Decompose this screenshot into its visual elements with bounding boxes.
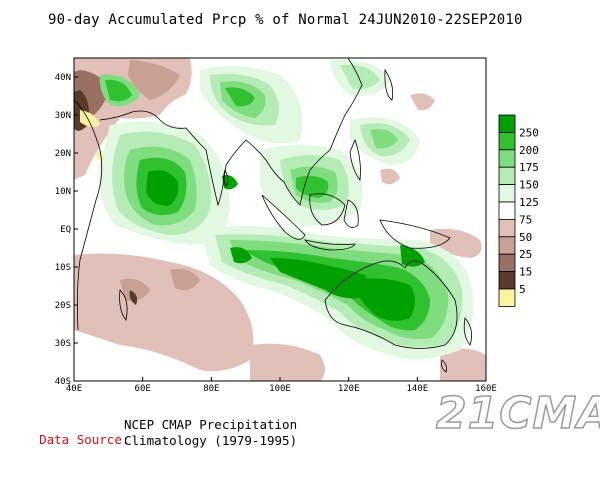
lat-tick-label: 40N [55, 73, 71, 83]
lon-tick-label: 100E [269, 384, 291, 394]
legend-swatch [498, 218, 516, 238]
legend-label: 25 [519, 248, 532, 261]
legend-swatch [498, 201, 516, 220]
color-legend: 250 200 175 150 125 75 50 25 15 5 [498, 114, 539, 307]
legend-label: 75 [519, 213, 532, 226]
map-title: 90-day Accumulated Prcp % of Normal 24JU… [48, 12, 523, 28]
source-line-1: NCEP CMAP Precipitation [124, 417, 298, 432]
lon-axis: 40E 60E 80E 100E 120E 140E 160E [66, 377, 497, 394]
legend-swatch [498, 236, 516, 255]
legend-swatch [498, 271, 516, 290]
watermark-logo: 21CMA [435, 387, 600, 440]
data-source: Data Source: NCEP CMAP Precipitation Cli… [24, 417, 297, 477]
legend-swatch [498, 166, 516, 185]
legend-swatch [498, 149, 516, 168]
legend-label: 125 [519, 196, 539, 209]
legend-swatch [498, 253, 516, 272]
lat-tick-label: 10S [55, 263, 71, 273]
lat-axis: 40N 30N 20N 10N EQ 10S 20S 30S 40S [55, 73, 78, 387]
legend-label: 5 [519, 283, 526, 296]
precip-field [74, 58, 486, 381]
lon-tick-label: 120E [338, 384, 360, 394]
legend-label: 250 [519, 126, 539, 139]
legend-swatch [498, 131, 516, 151]
legend-label: 200 [519, 144, 539, 157]
legend-swatch [498, 288, 516, 307]
lat-tick-label: 20N [55, 149, 71, 159]
lat-tick-label: EQ [60, 225, 71, 235]
lon-tick-label: 160E [475, 384, 497, 394]
legend-label: 150 [519, 179, 539, 192]
legend-swatch [498, 184, 516, 203]
legend-label: 15 [519, 266, 532, 279]
lon-tick-label: 140E [406, 384, 428, 394]
lon-tick-label: 80E [203, 384, 219, 394]
source-line-2: Climatology (1979-1995) [124, 433, 298, 448]
lon-tick-label: 40E [66, 384, 82, 394]
lat-tick-label: 30S [55, 339, 71, 349]
lat-tick-label: 10N [55, 187, 71, 197]
legend-label: 175 [519, 161, 539, 174]
lat-tick-label: 30N [55, 111, 71, 121]
lat-tick-label: 40S [55, 377, 71, 387]
legend-label: 50 [519, 231, 532, 244]
lon-tick-label: 60E [135, 384, 151, 394]
source-label: Data Source: [39, 432, 130, 447]
coastlines [74, 58, 473, 373]
legend-swatch [498, 114, 516, 133]
lat-tick-label: 20S [55, 301, 71, 311]
